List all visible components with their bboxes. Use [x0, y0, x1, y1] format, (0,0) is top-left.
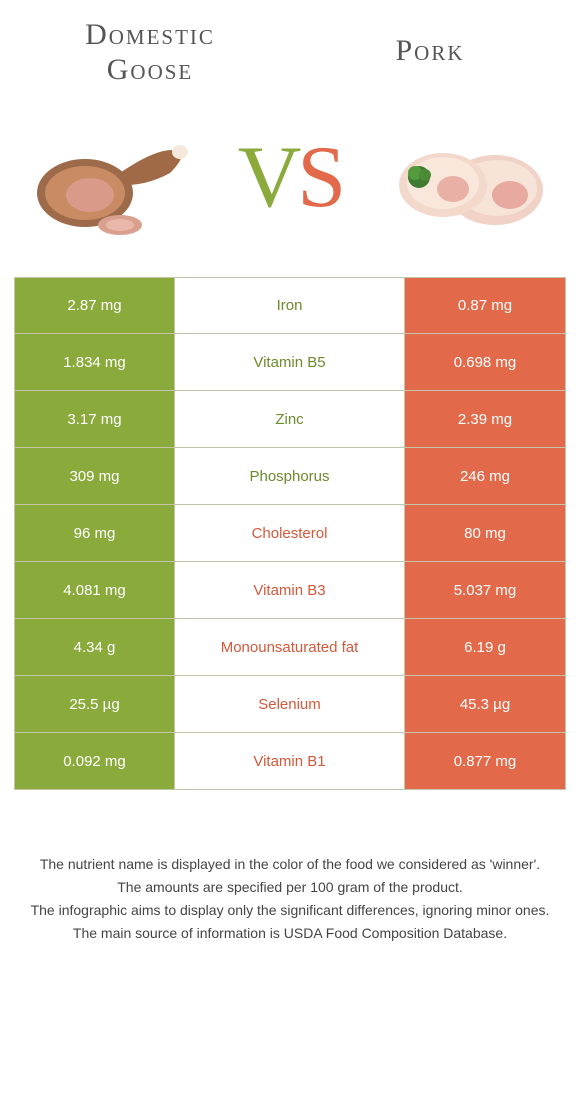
left-food-image — [30, 107, 195, 247]
nutrient-name-cell: Vitamin B3 — [175, 562, 405, 619]
table-row: 309 mgPhosphorus246 mg — [14, 448, 566, 505]
left-value-cell: 4.081 mg — [14, 562, 175, 619]
nutrient-name-cell: Vitamin B5 — [175, 334, 405, 391]
table-row: 96 mgCholesterol80 mg — [14, 505, 566, 562]
left-value-cell: 0.092 mg — [14, 733, 175, 790]
nutrient-name-cell: Cholesterol — [175, 505, 405, 562]
right-food-title: Pork — [320, 18, 540, 87]
comparison-table: 2.87 mgIron0.87 mg1.834 mgVitamin B50.69… — [14, 277, 566, 790]
left-value-cell: 25.5 µg — [14, 676, 175, 733]
table-row: 25.5 µgSelenium45.3 µg — [14, 676, 566, 733]
nutrient-name-cell: Monounsaturated fat — [175, 619, 405, 676]
nutrient-name-cell: Phosphorus — [175, 448, 405, 505]
footer-line: The infographic aims to display only the… — [12, 900, 568, 921]
right-value-cell: 6.19 g — [405, 619, 566, 676]
table-row: 2.87 mgIron0.87 mg — [14, 277, 566, 334]
right-value-cell: 0.698 mg — [405, 334, 566, 391]
right-value-cell: 80 mg — [405, 505, 566, 562]
table-row: 4.34 gMonounsaturated fat6.19 g — [14, 619, 566, 676]
right-value-cell: 45.3 µg — [405, 676, 566, 733]
vs-label: VS — [238, 127, 343, 228]
table-row: 4.081 mgVitamin B35.037 mg — [14, 562, 566, 619]
nutrient-name-cell: Selenium — [175, 676, 405, 733]
footer-line: The nutrient name is displayed in the co… — [12, 854, 568, 875]
nutrient-name-cell: Vitamin B1 — [175, 733, 405, 790]
vs-v: V — [238, 129, 298, 226]
footer-notes: The nutrient name is displayed in the co… — [12, 854, 568, 944]
right-value-cell: 0.877 mg — [405, 733, 566, 790]
table-row: 1.834 mgVitamin B50.698 mg — [14, 334, 566, 391]
footer-line: The amounts are specified per 100 gram o… — [12, 877, 568, 898]
right-value-cell: 246 mg — [405, 448, 566, 505]
right-value-cell: 5.037 mg — [405, 562, 566, 619]
right-value-cell: 2.39 mg — [405, 391, 566, 448]
table-row: 3.17 mgZinc2.39 mg — [14, 391, 566, 448]
table-row: 0.092 mgVitamin B10.877 mg — [14, 733, 566, 790]
right-value-cell: 0.87 mg — [405, 277, 566, 334]
header: DomesticGoose Pork — [0, 0, 580, 87]
left-value-cell: 2.87 mg — [14, 277, 175, 334]
left-value-cell: 309 mg — [14, 448, 175, 505]
left-value-cell: 96 mg — [14, 505, 175, 562]
nutrient-name-cell: Iron — [175, 277, 405, 334]
vs-s: S — [297, 129, 342, 226]
left-value-cell: 3.17 mg — [14, 391, 175, 448]
left-food-title: DomesticGoose — [40, 18, 260, 87]
left-value-cell: 4.34 g — [14, 619, 175, 676]
right-food-image — [385, 107, 550, 247]
footer-line: The main source of information is USDA F… — [12, 923, 568, 944]
nutrient-name-cell: Zinc — [175, 391, 405, 448]
hero: VS — [0, 87, 580, 277]
left-value-cell: 1.834 mg — [14, 334, 175, 391]
